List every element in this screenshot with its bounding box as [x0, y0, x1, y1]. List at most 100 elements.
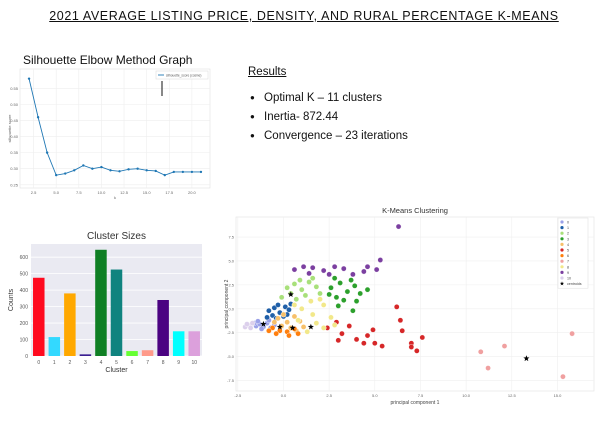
scatter-ytick-label: 2.5 [228, 282, 234, 287]
elbow-point [73, 169, 76, 172]
elbow-point [100, 165, 103, 169]
scatter-point-cluster-8 [320, 302, 327, 308]
scatter-yaxis-label: principal component 2 [224, 279, 230, 328]
scatter-point-cluster-3 [364, 286, 371, 293]
scatter-point-cluster-3 [353, 298, 360, 304]
bar-xtick-label: 10 [191, 360, 197, 366]
scatter-point-cluster-2 [291, 281, 298, 287]
bar-cluster-2 [64, 293, 76, 356]
scatter-point-cluster-9 [340, 265, 347, 272]
elbow-legend [155, 70, 209, 80]
bar-cluster-0 [33, 277, 45, 356]
scatter-point-cluster-0 [258, 326, 265, 332]
bar-yaxis-label: Counts [8, 288, 15, 311]
scatter-xtick-label: 2.5 [326, 393, 332, 398]
scatter-point-cluster-4 [300, 324, 307, 330]
bar-cluster-6 [126, 351, 138, 356]
bar-ytick-label: 500 [20, 272, 29, 278]
results-list: Optimal K – 11 clusters Inertia- 872.44 … [248, 92, 408, 142]
scatter-point-cluster-5 [372, 340, 378, 346]
scatter-xtick-label: 15.0 [554, 393, 563, 398]
scatter-point-cluster-3 [331, 275, 338, 281]
bar-cluster-4 [95, 249, 107, 356]
scatter-point-cluster-4 [284, 319, 290, 325]
elbow-ytick-label: 0.55 [10, 86, 19, 91]
scatter-point-cluster-4 [271, 319, 278, 325]
elbow-ytick-label: 0.50 [10, 102, 19, 107]
results-heading: Results [248, 66, 287, 78]
bar-xtick-label: 0 [37, 360, 40, 366]
elbow-xtick-label: 2.5 [31, 190, 37, 195]
scatter-point-cluster-6 [295, 330, 301, 337]
scatter-point-cluster-1 [269, 312, 276, 319]
elbow-point [136, 167, 139, 170]
scatter-point-cluster-8 [320, 325, 327, 331]
scatter-point-cluster-9 [320, 267, 327, 274]
elbow-xtick-label: 7.5 [76, 190, 82, 195]
scatter-xtick-label: 12.5 [508, 393, 517, 398]
centroid-star-icon [307, 323, 314, 330]
bar-xtick-label: 1 [53, 360, 56, 366]
elbow-xtick-label: 12.5 [120, 190, 129, 195]
bar-cluster-7 [141, 350, 154, 356]
bar-ytick-label: 0 [25, 354, 28, 360]
scatter-legend-label: 3 [567, 237, 569, 241]
bar-xtick-label: 6 [131, 360, 134, 366]
scatter-legend-label: 2 [567, 232, 569, 236]
scatter-chart-title: K-Means Clustering [382, 206, 448, 215]
scatter-legend-label: 5 [567, 249, 569, 253]
centroid-star-icon [289, 324, 296, 331]
elbow-ytick-label: 0.40 [10, 134, 19, 139]
scatter-point-cluster-9 [306, 270, 312, 277]
bar-xtick-label: 8 [162, 360, 165, 366]
scatter-ytick-label: 0.0 [228, 306, 234, 311]
scatter-legend-label: 8 [567, 265, 569, 269]
scatter-point-cluster-5 [335, 337, 342, 344]
scatter-xtick-label: 10.0 [462, 393, 471, 398]
result-convergence: Convergence – 23 iterations [250, 130, 408, 142]
scatter-xtick-label: 7.5 [418, 393, 424, 398]
scatter-point-cluster-3 [328, 284, 334, 291]
bar-cluster-3 [79, 354, 92, 356]
bar-xtick-label: 3 [84, 360, 87, 366]
bar-xtick-label: 4 [100, 360, 103, 366]
bar-cluster-9 [172, 331, 185, 356]
elbow-point [127, 168, 130, 171]
scatter-point-cluster-1 [266, 307, 272, 314]
scatter-point-cluster-5 [353, 336, 360, 343]
silhouette-elbow-chart: 0.25 0.30 0.35 0.40 0.45 0.50 0.55 2.5 5.0 7.5 10.… [7, 68, 211, 200]
scatter-legend-label: 1 [567, 226, 569, 230]
scatter-point-cluster-3 [326, 291, 332, 298]
elbow-xaxis-label: k [114, 195, 116, 200]
bar-ytick-label: 300 [20, 305, 29, 311]
elbow-point [82, 164, 85, 167]
scatter-point-cluster-9 [395, 223, 402, 230]
page-title: 2021 AVERAGE LISTING PRICE, DENSITY, AND… [49, 9, 559, 23]
bar-xtick-label: 5 [115, 360, 118, 366]
result-optimal-k: Optimal K – 11 clusters [250, 92, 408, 104]
scatter-point-cluster-8 [308, 298, 314, 304]
scatter-point-cluster-8 [295, 317, 301, 324]
elbow-point [163, 173, 166, 177]
scatter-point-cluster-2 [313, 283, 320, 290]
elbow-ytick-label: 0.25 [10, 182, 19, 187]
scatter-point-cluster-9 [373, 266, 380, 273]
elbow-point [54, 173, 58, 177]
scatter-point-cluster-1 [275, 302, 281, 308]
bar-chart-title: Cluster Sizes [87, 231, 146, 242]
scatter-point-cluster-5 [346, 323, 353, 329]
scatter-legend-swatch [560, 248, 564, 252]
scatter-point-cluster-5 [339, 330, 345, 337]
scatter-point-cluster-5 [370, 327, 376, 333]
scatter-point-cluster-6 [269, 325, 276, 331]
scatter-point-cluster-8 [331, 322, 338, 328]
scatter-point-cluster-2 [298, 286, 305, 293]
scatter-point-cluster-9 [309, 264, 316, 271]
scatter-point-cluster-9 [331, 263, 338, 270]
scatter-point-cluster-4 [275, 315, 281, 322]
scatter-legend-swatch [560, 265, 564, 269]
scatter-point-cluster-5 [408, 344, 415, 350]
scatter-legend-label: 4 [567, 243, 569, 247]
bar-ytick-label: 600 [20, 255, 29, 261]
elbow-point [190, 170, 194, 174]
